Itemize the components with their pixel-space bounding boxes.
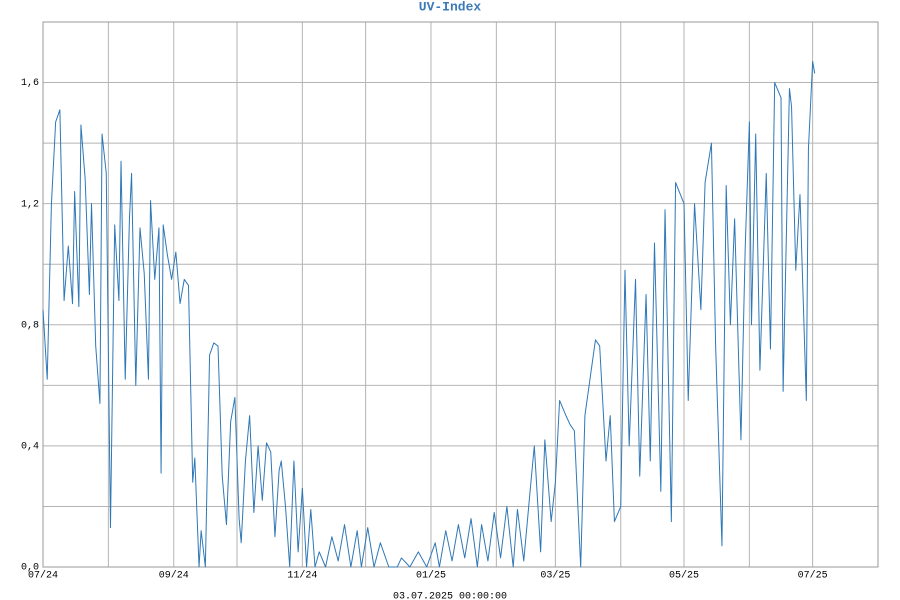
y-tick-label: 0,8	[21, 320, 39, 331]
x-tick-label: 07/24	[28, 570, 58, 582]
data-line	[42, 60, 816, 568]
x-tick-label: 03/25	[540, 570, 570, 582]
y-tick-label: 1,2	[21, 199, 39, 210]
y-tick-label: 0,0	[21, 563, 39, 574]
x-tick-label: 05/25	[669, 570, 699, 582]
x-tick-label: 01/25	[416, 570, 446, 582]
y-tick-label: 0,4	[21, 442, 39, 453]
footer-timestamp: 03.07.2025 00:00:00	[393, 592, 507, 600]
plot-frame	[42, 21, 879, 568]
x-tick-label: 11/24	[287, 570, 317, 582]
chart-title: UV-Index	[419, 0, 482, 14]
x-tick-label: 07/25	[798, 570, 828, 582]
y-tick-label: 1,6	[21, 78, 39, 89]
x-tick-label: 09/24	[159, 570, 189, 582]
